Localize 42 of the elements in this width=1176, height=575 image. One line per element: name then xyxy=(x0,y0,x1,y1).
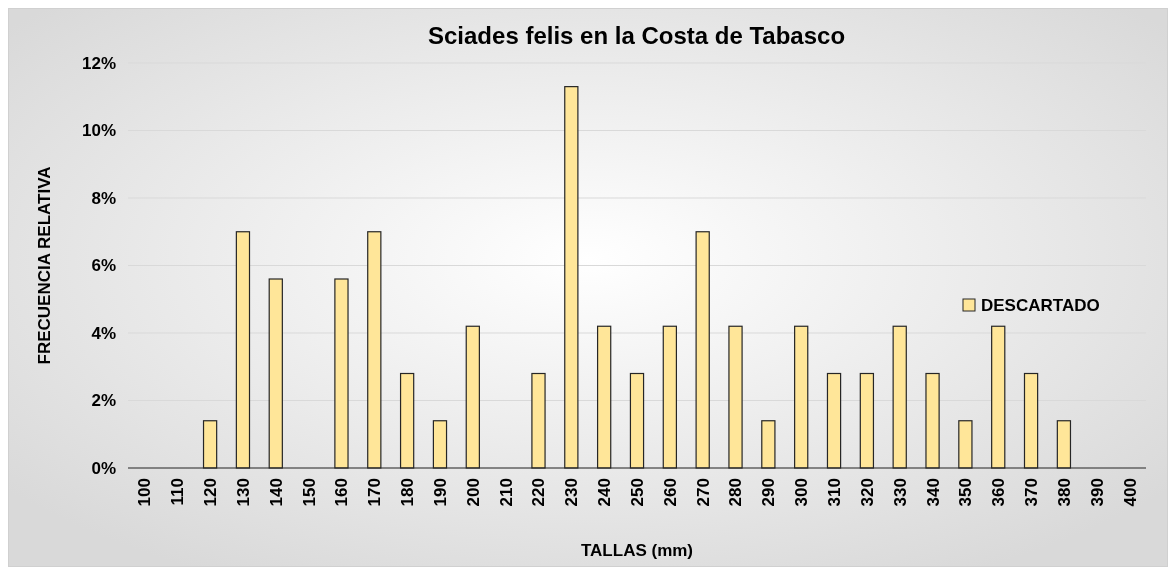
x-tick-label: 320 xyxy=(857,478,877,507)
x-tick-label: 310 xyxy=(824,478,844,507)
x-tick-label: 260 xyxy=(660,478,680,507)
x-tick-label: 280 xyxy=(726,478,746,507)
x-tick-label: 150 xyxy=(299,478,319,507)
x-tick-label: 390 xyxy=(1087,478,1107,507)
x-tick-label: 200 xyxy=(463,478,483,507)
x-tick-label: 120 xyxy=(201,478,221,507)
x-tick-label: 350 xyxy=(956,478,976,507)
x-tick-label: 240 xyxy=(595,478,615,507)
legend-label: DESCARTADO xyxy=(981,295,1100,315)
x-tick-label: 330 xyxy=(890,478,910,507)
x-tick-label: 100 xyxy=(135,478,155,507)
chart-title: Sciades felis en la Costa de Tabasco xyxy=(428,22,846,49)
x-tick-label: 170 xyxy=(365,478,385,507)
x-tick-label: 140 xyxy=(266,478,286,507)
x-tick-label: 300 xyxy=(792,478,812,507)
x-tick-label: 220 xyxy=(529,478,549,507)
y-tick-label: 10% xyxy=(81,121,116,141)
x-tick-label: 210 xyxy=(496,478,516,507)
x-tick-label: 190 xyxy=(430,478,450,507)
y-tick-label: 0% xyxy=(91,458,116,478)
x-axis-title: TALLAS (mm) xyxy=(580,541,694,560)
y-tick-label: 12% xyxy=(81,53,116,73)
x-tick-label: 340 xyxy=(923,478,943,507)
x-tick-label: 290 xyxy=(759,478,779,507)
x-tick-label: 370 xyxy=(1022,478,1042,507)
y-tick-label: 4% xyxy=(91,323,116,343)
x-tick-label: 270 xyxy=(693,478,713,507)
x-tick-label: 110 xyxy=(168,478,188,506)
y-tick-label: 6% xyxy=(91,256,116,276)
x-tick-label: 250 xyxy=(627,478,647,507)
y-tick-label: 2% xyxy=(91,391,116,411)
y-axis-title: FRECUENCIA RELATIVA xyxy=(35,166,54,365)
x-tick-label: 230 xyxy=(562,478,582,507)
x-tick-label: 180 xyxy=(398,478,418,507)
x-tick-label: 160 xyxy=(332,478,352,507)
x-tick-label: 380 xyxy=(1054,478,1074,507)
x-tick-label: 130 xyxy=(233,478,253,507)
x-tick-label: 400 xyxy=(1120,478,1140,507)
x-tick-label: 360 xyxy=(989,478,1009,507)
y-tick-label: 8% xyxy=(91,188,116,208)
